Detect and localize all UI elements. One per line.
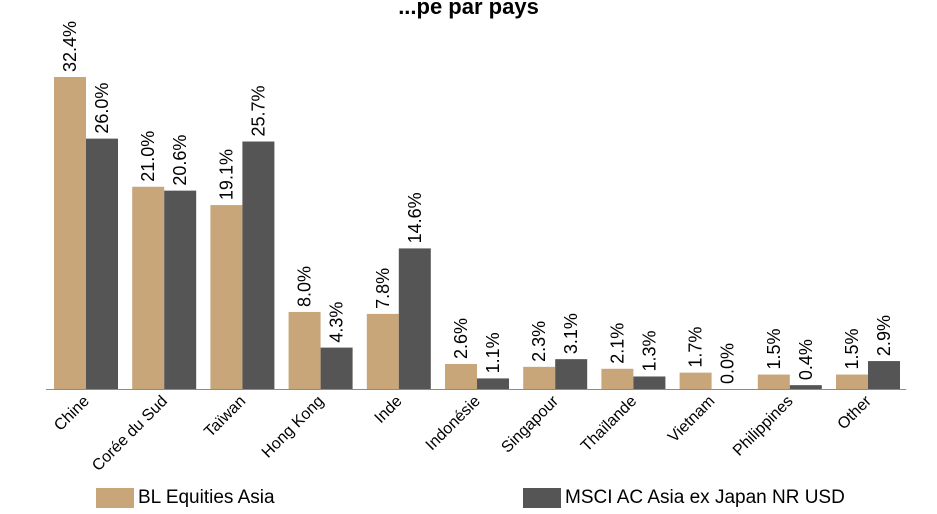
bar-other-series-2 [868, 361, 900, 389]
bar-taiwan-series-1 [210, 205, 243, 389]
data-label-inde-series-2: 14.6% [405, 192, 425, 243]
legend-label: MSCI AC Asia ex Japan NR USD [565, 487, 845, 508]
data-label-thailande-series-2: 1.3% [639, 330, 659, 371]
data-label-coree-du-sud-series-2: 20.6% [170, 135, 190, 186]
bar-chart: 32.4% 26.0% Chine 21.0% 20.6% Corée du Sud 19.… [46, 21, 907, 475]
legend-label: BL Equities Asia [138, 487, 275, 508]
category-label-other: Other [835, 392, 876, 433]
legend-swatch [96, 488, 134, 508]
bar-indonesie-series-2 [477, 378, 509, 389]
category-label-indonesie: Indonésie [423, 393, 484, 454]
bar-inde-series-2 [398, 248, 431, 389]
data-label-inde-series-1: 7.8% [373, 268, 393, 309]
bar-philippines-series-2 [789, 385, 822, 389]
data-label-hong-kong-series-1: 8.0% [295, 266, 315, 307]
category-label-chine: Chine [51, 393, 93, 435]
bar-taiwan-series-2 [242, 141, 275, 389]
legend-item-msci-ac-asia: MSCI AC Asia ex Japan NR USD [523, 486, 845, 510]
data-label-indonesie-series-2: 1.1% [483, 332, 503, 373]
bar-hong-kong-series-1 [288, 311, 321, 389]
data-label-taiwan-series-2: 25.7% [248, 85, 268, 136]
data-label-vietnam-series-1: 1.7% [686, 327, 706, 368]
data-label-philippines-series-1: 1.5% [764, 329, 784, 370]
bar-philippines-series-1 [757, 374, 790, 389]
bar-singapour-series-1 [523, 366, 556, 389]
category-label-singapour: Singapour [498, 392, 562, 456]
category-label-vietnam: Vietnam [665, 393, 718, 446]
data-label-indonesie-series-1: 2.6% [451, 318, 471, 359]
data-label-taiwan-series-1: 19.1% [216, 149, 236, 200]
legend-item-bl-equities-asia: BL Equities Asia [96, 486, 275, 510]
data-label-thailande-series-1: 2.1% [607, 323, 627, 364]
bar-other-series-1 [836, 374, 868, 389]
bar-thailande-series-2 [633, 376, 666, 389]
bar-coree-du-sud-series-1 [132, 186, 165, 389]
category-label-philippines: Philippines [730, 393, 797, 460]
legend-swatch [523, 488, 561, 508]
data-label-singapour-series-1: 2.3% [529, 321, 549, 362]
category-label-inde: Inde [372, 393, 406, 427]
data-label-hong-kong-series-2: 4.3% [327, 302, 347, 343]
data-label-chine-series-2: 26.0% [92, 83, 112, 134]
bar-hong-kong-series-2 [320, 347, 353, 389]
category-label-taiwan: Taïwan [201, 393, 249, 441]
data-label-singapour-series-2: 3.1% [561, 313, 581, 354]
bar-vietnam-series-1 [679, 372, 712, 389]
bar-coree-du-sud-series-2 [164, 190, 197, 389]
bar-chine-series-2 [86, 138, 118, 389]
data-label-philippines-series-2: 0.4% [796, 339, 816, 380]
data-label-other-series-2: 2.9% [874, 315, 894, 356]
chart-title: ...pe par pays [398, 0, 539, 19]
data-label-coree-du-sud-series-1: 21.0% [138, 131, 158, 182]
bar-singapour-series-2 [555, 359, 588, 389]
data-label-other-series-1: 1.5% [842, 329, 862, 370]
bar-indonesie-series-1 [445, 363, 477, 389]
category-label-hong-kong: Hong Kong [259, 393, 328, 462]
category-label-thailande: Thaïlande [578, 393, 640, 455]
data-label-chine-series-1: 32.4% [60, 21, 80, 72]
category-label-coree-du-sud: Corée du Sud [89, 393, 171, 475]
bar-chine-series-1 [54, 77, 86, 389]
bar-inde-series-1 [366, 313, 399, 389]
bar-thailande-series-1 [601, 368, 634, 389]
data-label-vietnam-series-2: 0.0% [718, 343, 738, 384]
